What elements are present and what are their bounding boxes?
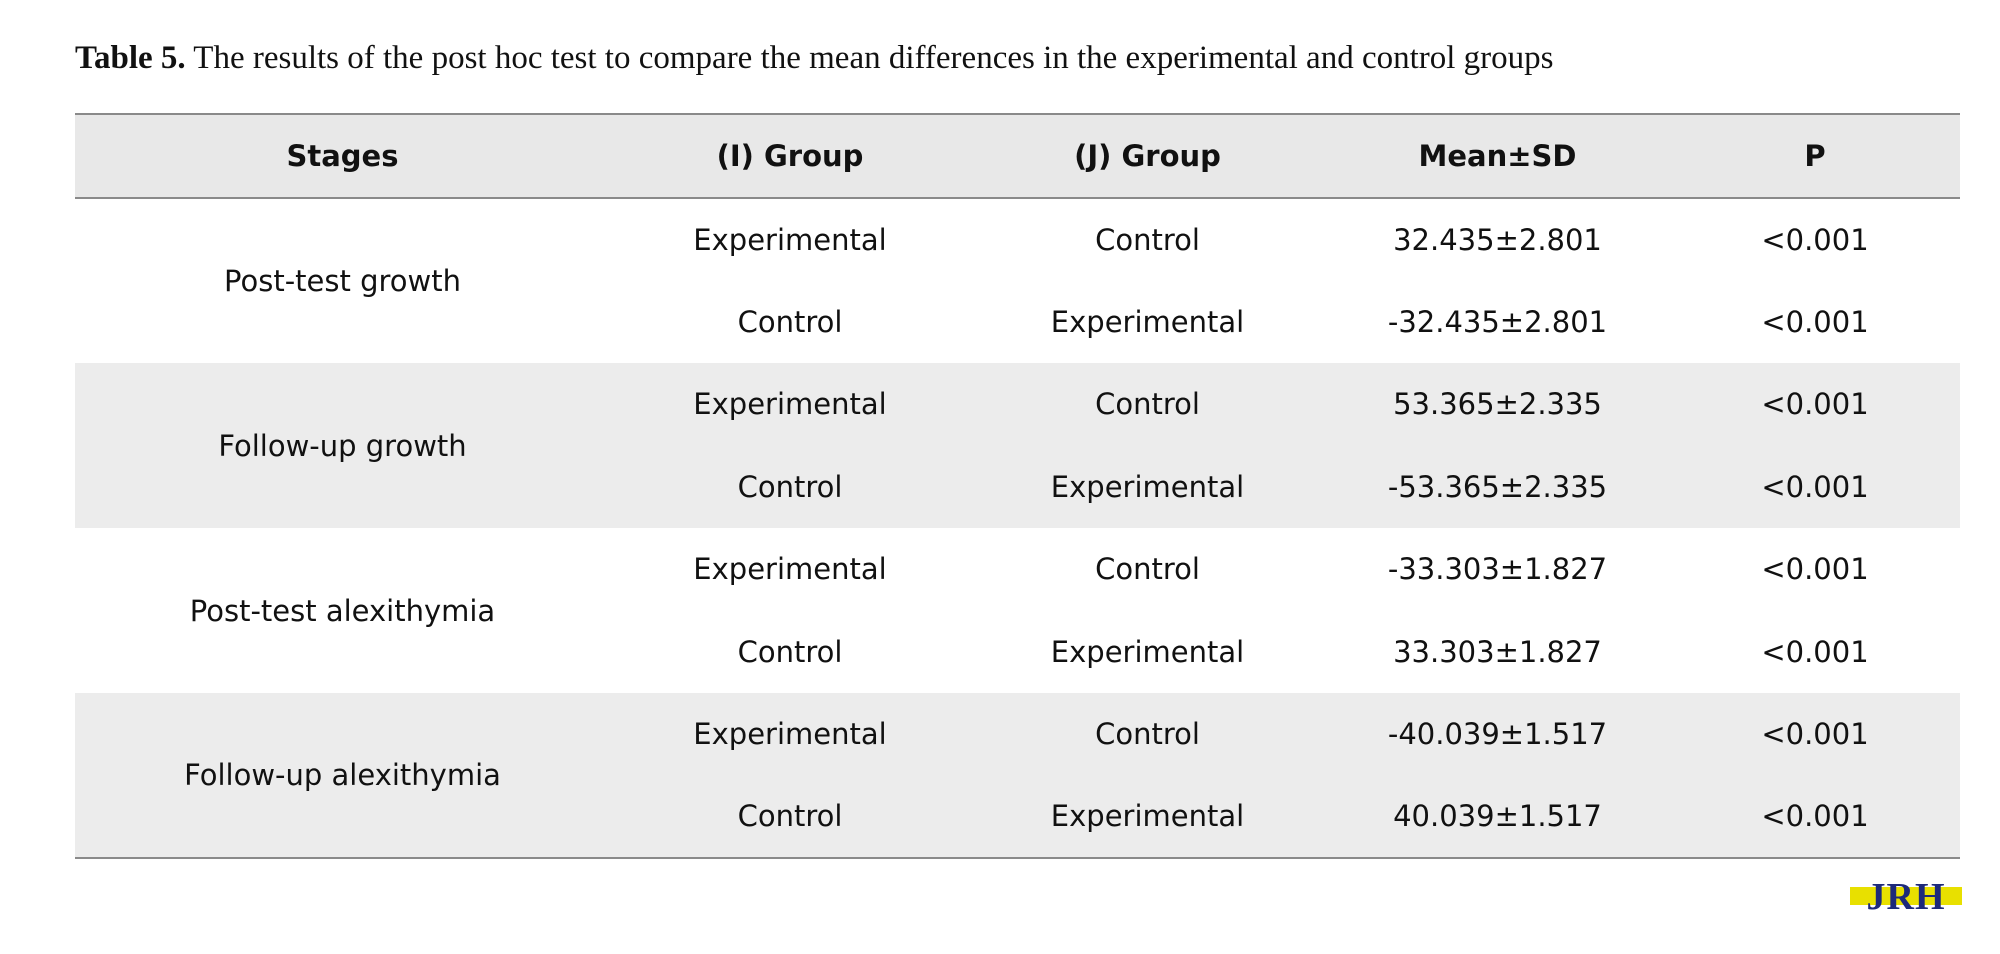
header-j-group: (J) Group [1074, 139, 1221, 173]
table-row: Follow-up growth Experimental Control 53… [75, 363, 1960, 463]
table-row: Post-test growth Experimental Control 32… [75, 198, 1960, 298]
cell-mean-sd: 33.303±1.827 [1393, 634, 1602, 669]
table-caption-text: The results of the post hoc test to comp… [185, 40, 1554, 76]
cell-p: <0.001 [1761, 717, 1869, 752]
cell-j-group: Experimental [1050, 634, 1245, 669]
stage-name: Follow-up growth [218, 428, 467, 463]
table-caption: Table 5. The results of the post hoc tes… [75, 34, 1955, 82]
logo-accent-band [1850, 887, 1962, 905]
cell-mean-sd: -53.365±2.335 [1387, 469, 1608, 504]
cell-p: <0.001 [1761, 469, 1869, 504]
cell-j-group: Control [1095, 387, 1200, 422]
cell-p: <0.001 [1761, 799, 1869, 834]
cell-i-group: Control [737, 304, 843, 339]
cell-p: <0.001 [1761, 552, 1869, 587]
cell-i-group: Control [737, 469, 843, 504]
cell-j-group: Control [1095, 717, 1200, 752]
cell-j-group: Experimental [1050, 799, 1245, 834]
table-row: Control Experimental -32.435±2.801 <0.00… [75, 281, 1960, 364]
cell-i-group: Experimental [693, 222, 887, 257]
cell-mean-sd: 32.435±2.801 [1393, 222, 1602, 257]
results-table: Stages (I) Group (J) Group Mean±SD P Pos… [75, 113, 1960, 859]
stage-name: Follow-up alexithymia [184, 758, 501, 792]
cell-i-group: Experimental [693, 552, 887, 587]
table-row: Post-test alexithymia Experimental Contr… [75, 528, 1960, 627]
cell-p: <0.001 [1761, 304, 1869, 339]
cell-i-group: Control [737, 799, 843, 834]
cell-p: <0.001 [1761, 387, 1869, 422]
logo-text: JRH [1867, 876, 1946, 916]
cell-p: <0.001 [1761, 634, 1869, 669]
cell-i-group: Control [737, 634, 843, 669]
cell-mean-sd: -40.039±1.517 [1387, 717, 1608, 752]
header-mean-sd: Mean±SD [1418, 139, 1577, 173]
cell-p: <0.001 [1761, 222, 1869, 257]
cell-j-group: Experimental [1050, 469, 1245, 504]
table-row: Follow-up alexithymia Experimental Contr… [75, 693, 1960, 792]
results-table-container: Stages (I) Group (J) Group Mean±SD P Pos… [75, 113, 1960, 859]
cell-j-group: Experimental [1050, 304, 1245, 339]
stage-name: Post-test growth [224, 264, 461, 298]
cell-mean-sd: 40.039±1.517 [1393, 799, 1602, 834]
cell-mean-sd: -33.303±1.827 [1387, 552, 1608, 587]
header-stages: Stages [286, 139, 399, 173]
header-p: P [1804, 139, 1826, 173]
cell-i-group: Experimental [693, 387, 887, 422]
cell-i-group: Experimental [693, 717, 887, 752]
jrh-logo: JRH [1850, 876, 1962, 916]
table-header-row: Stages (I) Group (J) Group Mean±SD P [75, 114, 1960, 198]
table-caption-label: Table 5. [75, 40, 186, 76]
stage-name: Post-test alexithymia [189, 593, 496, 628]
cell-j-group: Control [1095, 552, 1200, 587]
cell-j-group: Control [1095, 222, 1200, 257]
header-i-group: (I) Group [716, 139, 864, 173]
table-row: Control Experimental 33.303±1.827 <0.001 [75, 611, 1960, 694]
cell-mean-sd: 53.365±2.335 [1393, 387, 1602, 422]
cell-mean-sd: -32.435±2.801 [1387, 304, 1608, 339]
